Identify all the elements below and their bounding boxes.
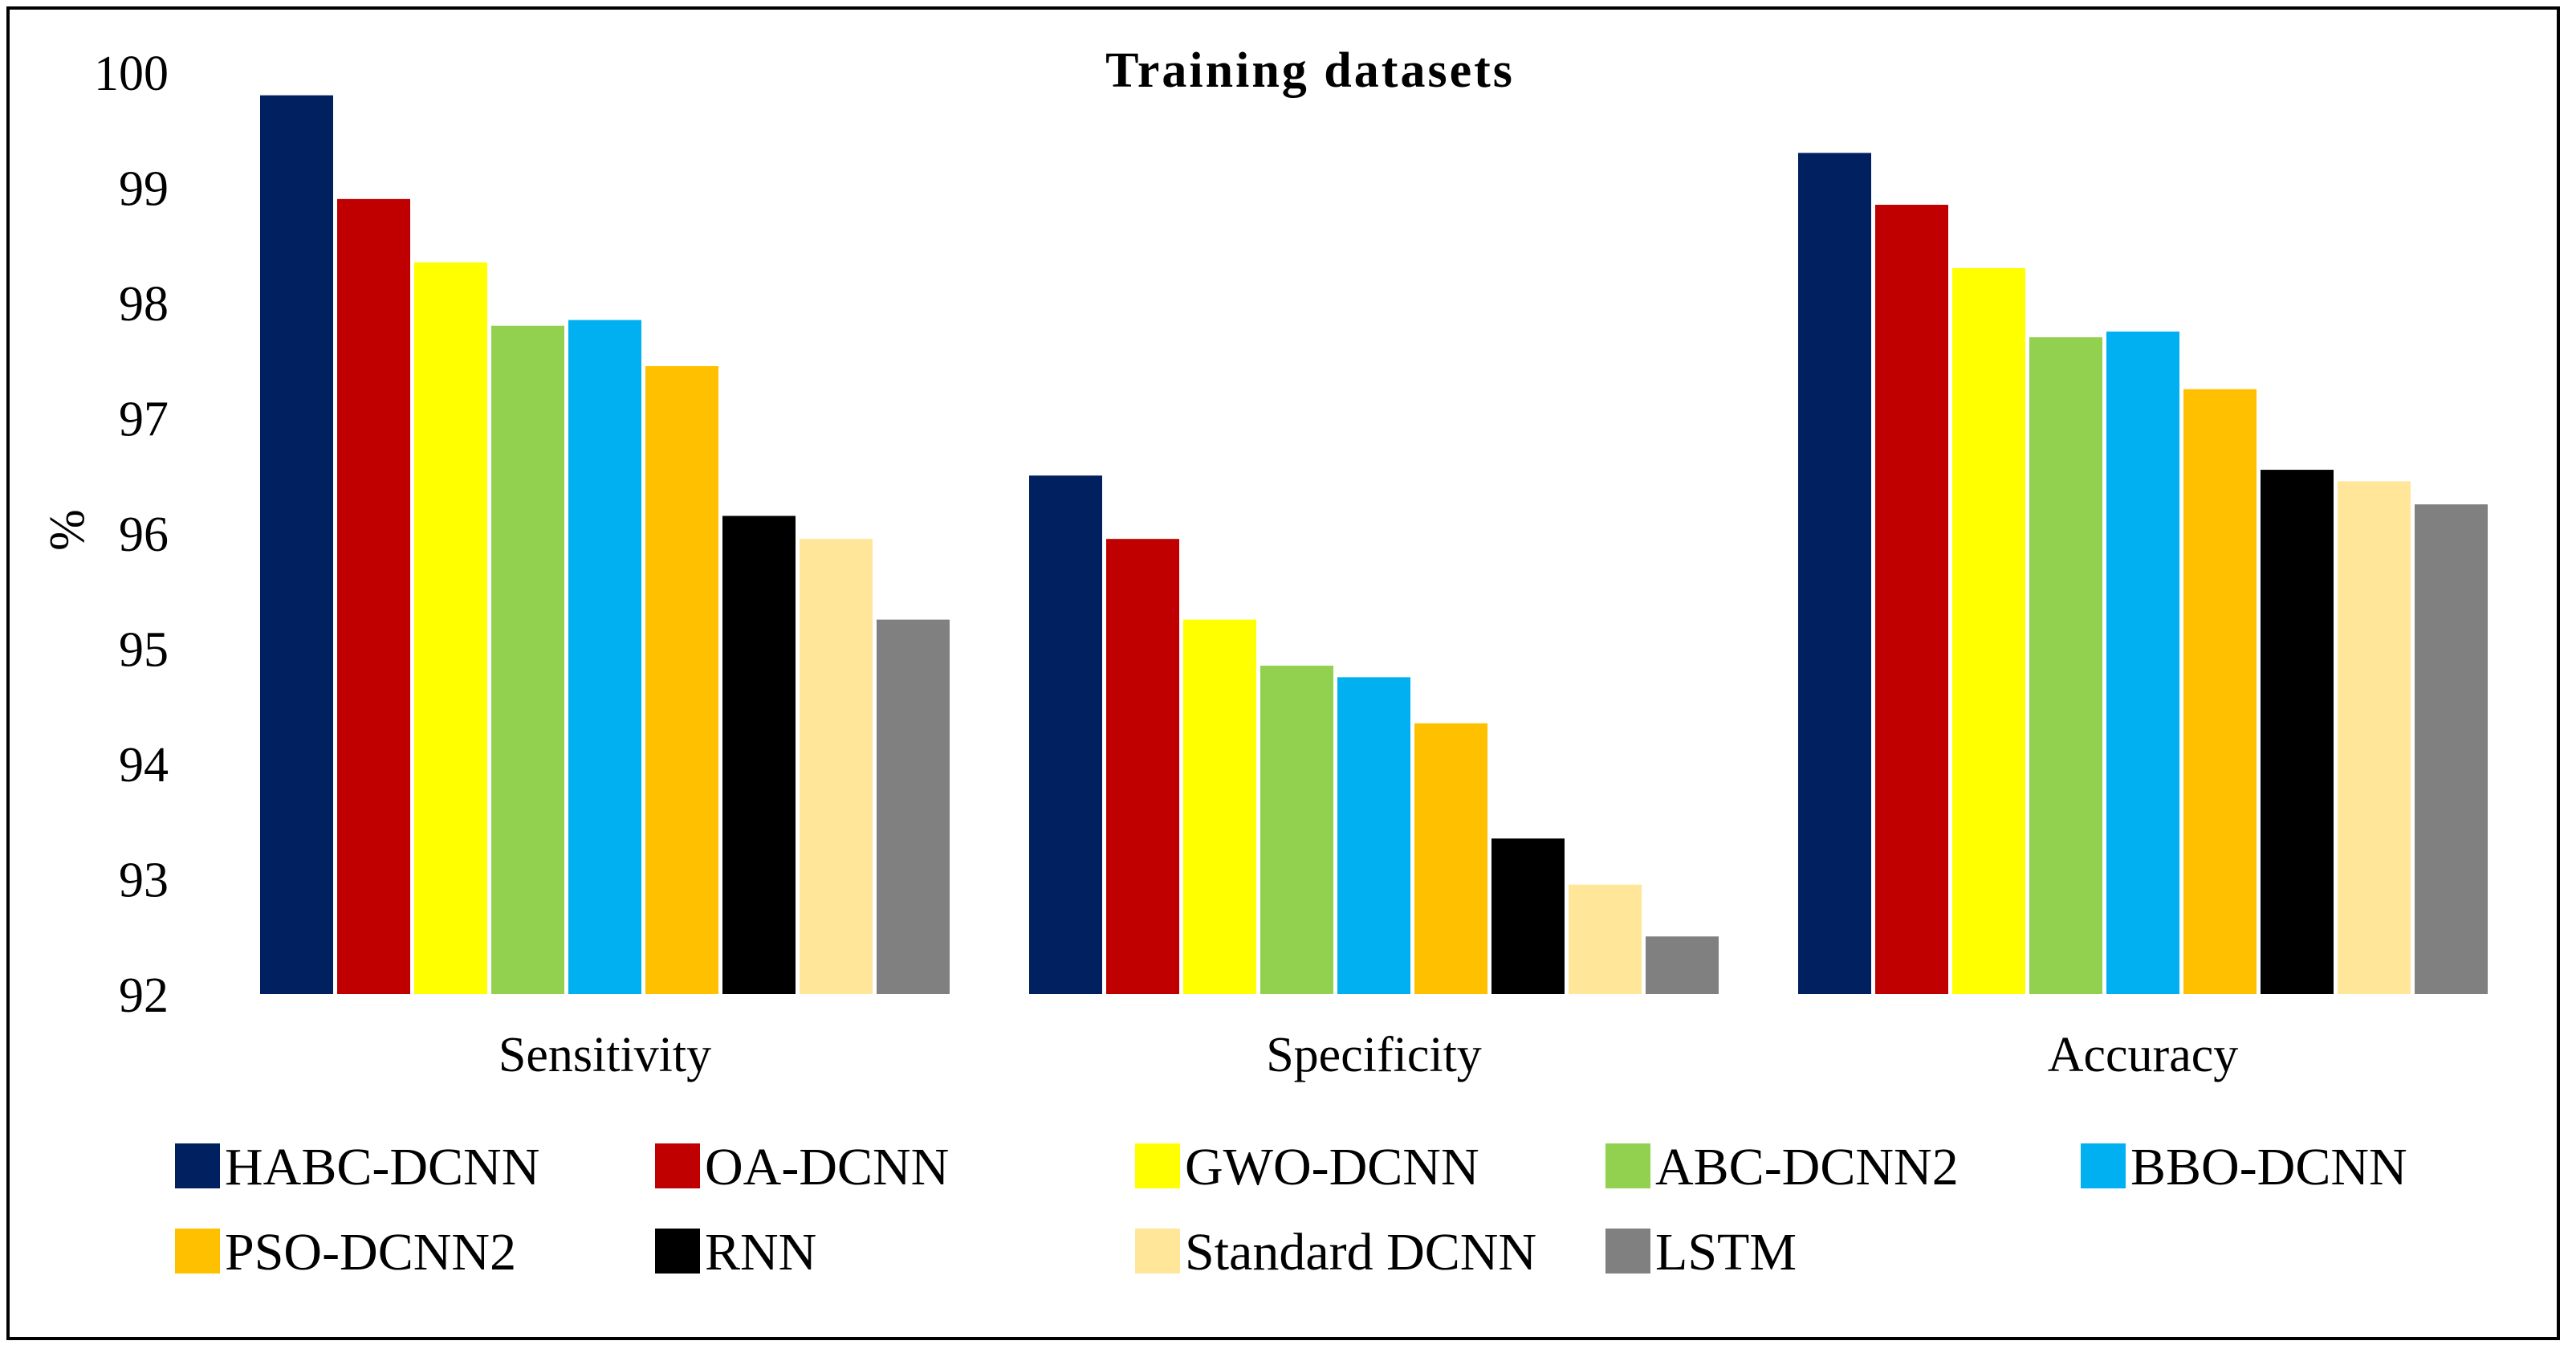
bar-bbo-dcnn-accuracy bbox=[2106, 332, 2179, 994]
legend-label: ABC-DCNN2 bbox=[1655, 1138, 1959, 1196]
legend-swatch-gwo-dcnn bbox=[1135, 1143, 1180, 1188]
bar-standard-dcnn-accuracy bbox=[2338, 481, 2411, 994]
bar-habc-dcnn-sensitivity bbox=[260, 96, 333, 994]
bar-abc-dcnn2-specificity bbox=[1260, 666, 1333, 994]
bar-pso-dcnn2-sensitivity bbox=[645, 366, 718, 994]
y-axis-ticks: 92 93 94 95 96 97 98 99 100 bbox=[94, 47, 169, 1023]
legend-label: RNN bbox=[705, 1223, 816, 1282]
y-tick-label: 97 bbox=[119, 393, 169, 447]
bar-bbo-dcnn-sensitivity bbox=[568, 320, 641, 994]
bar-oa-dcnn-accuracy bbox=[1875, 205, 1948, 994]
legend-swatch-pso-dcnn2 bbox=[175, 1229, 220, 1274]
bar-abc-dcnn2-sensitivity bbox=[491, 326, 564, 994]
y-tick-label: 96 bbox=[119, 507, 169, 562]
y-tick-label: 100 bbox=[94, 47, 169, 101]
y-tick-label: 94 bbox=[119, 738, 169, 793]
y-tick-label: 95 bbox=[119, 623, 169, 678]
y-axis-label: % bbox=[40, 509, 95, 551]
legend-swatch-bbo-dcnn bbox=[2081, 1143, 2126, 1188]
legend-label: Standard DCNN bbox=[1185, 1223, 1536, 1282]
legend-label: BBO-DCNN bbox=[2130, 1138, 2407, 1196]
bar-rnn-accuracy bbox=[2261, 470, 2334, 994]
bar-habc-dcnn-specificity bbox=[1029, 475, 1102, 994]
legend-label: HABC-DCNN bbox=[225, 1138, 539, 1196]
bar-gwo-dcnn-accuracy bbox=[1952, 268, 2025, 994]
legend-swatch-oa-dcnn bbox=[655, 1143, 700, 1188]
bar-pso-dcnn2-specificity bbox=[1414, 723, 1487, 994]
category-label: Specificity bbox=[1266, 1028, 1482, 1082]
legend-label: GWO-DCNN bbox=[1185, 1138, 1479, 1196]
bars bbox=[260, 96, 2488, 994]
bar-abc-dcnn2-accuracy bbox=[2029, 337, 2102, 994]
bar-standard-dcnn-specificity bbox=[1569, 885, 1642, 994]
legend-label: OA-DCNN bbox=[705, 1138, 949, 1196]
bar-oa-dcnn-specificity bbox=[1106, 539, 1179, 994]
legend-label: PSO-DCNN2 bbox=[225, 1223, 516, 1282]
legend-swatch-standard-dcnn bbox=[1135, 1229, 1180, 1274]
legend-swatch-lstm bbox=[1605, 1229, 1650, 1274]
bar-chart: Training datasets % 9293949596979899100 … bbox=[10, 10, 2557, 1337]
bar-lstm-accuracy bbox=[2415, 504, 2488, 994]
bar-pso-dcnn2-accuracy bbox=[2183, 389, 2257, 994]
bar-lstm-sensitivity bbox=[877, 620, 950, 994]
bar-bbo-dcnn-specificity bbox=[1337, 677, 1410, 994]
category-label: Accuracy bbox=[2048, 1028, 2239, 1082]
chart-title: Training datasets bbox=[1105, 43, 1515, 98]
category-label: Sensitivity bbox=[499, 1028, 711, 1082]
chart-frame: Training datasets % 92 93 94 95 96 97 98 99 100 … bbox=[6, 6, 2560, 1340]
bar-gwo-dcnn-specificity bbox=[1183, 620, 1256, 994]
legend-swatch-habc-dcnn bbox=[175, 1143, 220, 1188]
bar-rnn-sensitivity bbox=[722, 516, 796, 994]
y-tick-label: 98 bbox=[119, 277, 169, 332]
bar-rnn-specificity bbox=[1491, 838, 1565, 994]
y-tick-label: 99 bbox=[119, 162, 169, 217]
legend-label: LSTM bbox=[1655, 1223, 1797, 1282]
legend-swatch-abc-dcnn2 bbox=[1605, 1143, 1650, 1188]
legend-swatch-rnn bbox=[655, 1229, 700, 1274]
category-labels: Sensitivity Specificity Accuracy bbox=[499, 1028, 2238, 1082]
bar-oa-dcnn-sensitivity bbox=[337, 199, 410, 994]
bar-lstm-specificity bbox=[1646, 936, 1719, 994]
bar-standard-dcnn-sensitivity bbox=[800, 539, 873, 994]
bar-gwo-dcnn-sensitivity bbox=[414, 263, 487, 994]
bar-habc-dcnn-accuracy bbox=[1798, 153, 1871, 994]
y-tick-label: 92 bbox=[119, 968, 169, 1023]
legend: HABC-DCNN OA-DCNN GWO-DCNN ABC-DCNN2 BBO-DCN… bbox=[175, 1138, 2407, 1282]
y-tick-label: 93 bbox=[119, 854, 169, 908]
